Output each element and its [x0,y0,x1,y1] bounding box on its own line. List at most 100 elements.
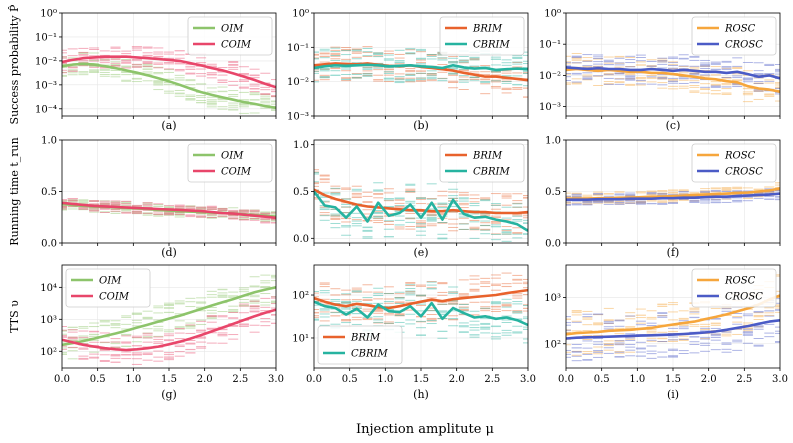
legend-box [439,143,525,183]
series-line-oim [62,286,276,347]
legend: BRIM CBRIM [439,16,525,56]
y-tick-label: 10² [40,347,57,358]
panel-label: (b) [413,119,429,132]
y-tick-label: 0.0 [545,239,561,250]
legend: ROSC CROSC [691,16,777,56]
series-line-coim [62,308,276,352]
series-line-rosc [566,294,780,336]
series-clip-group [566,274,780,362]
legend-box [691,268,777,308]
x-tick-label: 0.5 [342,374,358,385]
legend-label-oim: OIM [99,276,122,287]
y-tick-label: 10³ [40,315,57,326]
series-clip-group [566,182,780,206]
y-tick-label: 10⁻³ [539,102,561,113]
x-tick-label: 0.5 [594,374,610,385]
y-tick-label: 10⁻⁴ [35,104,57,115]
series-line-coim [62,55,276,89]
legend: OIM COIM [187,143,273,183]
panel-f: 0.0 0.5 1.0 (f) ROSC CROSC [545,136,781,259]
series-line-brim [314,188,528,215]
x-tick-label: 1.0 [377,374,393,385]
legend-label-coim: COIM [221,40,252,51]
global-xlabel: Injection amplitute μ [356,422,494,437]
legend-box [691,143,777,183]
series-line-crosc [566,66,780,80]
panel-c: 10⁰ 10⁻¹ 10⁻² 10⁻³ (c) ROSC CROSC [539,9,781,132]
ylabel-success-probability: Success probability P̂ [8,4,21,124]
legend-label-coim: COIM [99,292,130,303]
legend-label-rosc: ROSC [724,276,756,287]
panels: 10⁰ 10⁻¹ 10⁻² 10⁻³ 10⁻⁴ (a) OIM COIM 10⁰ 10⁻¹ 10⁻²… [35,9,788,402]
y-tick-label: 10⁻² [35,56,57,67]
y-tick-label: 0.5 [293,187,309,198]
panel-label: (e) [413,246,428,259]
panel-e: 0.0 0.5 1.0 (e) BRIM CBRIM [293,139,529,259]
series-spread-oim [62,199,276,222]
series-line-cbrim [314,63,528,72]
y-tick-label: 10⁻³ [35,80,57,91]
panel-label: (f) [667,246,680,259]
x-tick-label: 2.5 [232,374,248,385]
legend-label-brim: BRIM [472,24,503,35]
legend-label-brim: BRIM [472,151,503,162]
panel-label: (d) [161,246,177,259]
series-line-coim [62,201,276,220]
x-tick-label: 2.5 [484,374,500,385]
legend-label-oim: OIM [221,24,244,35]
series-clip-group [62,197,276,224]
panel-label: (a) [161,119,176,132]
series-line-cbrim [314,190,528,232]
panel-a: 10⁰ 10⁻¹ 10⁻² 10⁻³ 10⁻⁴ (a) OIM COIM [35,9,277,132]
series-line-oim [62,62,276,110]
x-tick-label: 1.0 [125,374,141,385]
y-tick-label: 10⁰ [40,9,57,20]
y-tick-label: 10⁰ [292,9,309,20]
legend-label-rosc: ROSC [724,24,756,35]
y-tick-label: 10⁻² [539,71,561,82]
legend: ROSC CROSC [691,268,777,308]
panel-d: 0.0 0.5 1.0 (d) OIM COIM [41,136,277,259]
y-tick-label: 10³ [544,293,561,304]
series-clip-group [62,46,276,114]
x-tick-label: 3.0 [520,374,536,385]
legend-label-coim: COIM [221,167,252,178]
legend-box [691,16,777,56]
series-spread-cbrim [314,281,528,344]
y-tick-label: 0.0 [293,234,309,245]
ylabel-running-time: Running time t_run [8,137,21,245]
x-tick-label: 1.5 [161,374,177,385]
panel-label: (i) [667,388,679,401]
legend: ROSC CROSC [691,143,777,183]
panel-i: 10² 10³ 0.0 0.5 1.0 1.5 2.0 2.5 3.0 (i) ROSC CROSC [544,264,788,401]
y-tick-label: 10¹ [292,333,309,344]
legend: BRIM CBRIM [317,325,403,365]
legend-box [439,16,525,56]
x-tick-label: 1.5 [413,374,429,385]
legend-label-cbrim: CBRIM [351,349,388,360]
series-clip-group [314,272,528,344]
series-spread-brim [314,169,528,235]
series-line-crosc [566,319,780,340]
legend-box [65,268,151,308]
x-tick-label: 3.0 [268,374,284,385]
y-tick-label: 0.5 [545,187,561,198]
y-tick-label: 10² [292,291,309,302]
series-line-brim [314,288,528,310]
x-tick-label: 2.0 [449,374,465,385]
y-tick-label: 0.5 [41,187,57,198]
x-tick-label: 0.0 [54,374,70,385]
y-tick-label: 10⁰ [544,9,561,20]
series-clip-group [566,52,780,103]
series-clip-group [314,169,528,242]
legend-label-crosc: CROSC [725,292,763,303]
legend-label-oim: OIM [221,151,244,162]
x-tick-label: 1.5 [665,374,681,385]
legend-label-crosc: CROSC [725,40,763,51]
legend-label-cbrim: CBRIM [473,167,510,178]
x-tick-label: 0.0 [306,374,322,385]
x-tick-label: 2.0 [197,374,213,385]
legend-box [187,16,273,56]
y-tick-label: 10⁻³ [287,112,309,123]
